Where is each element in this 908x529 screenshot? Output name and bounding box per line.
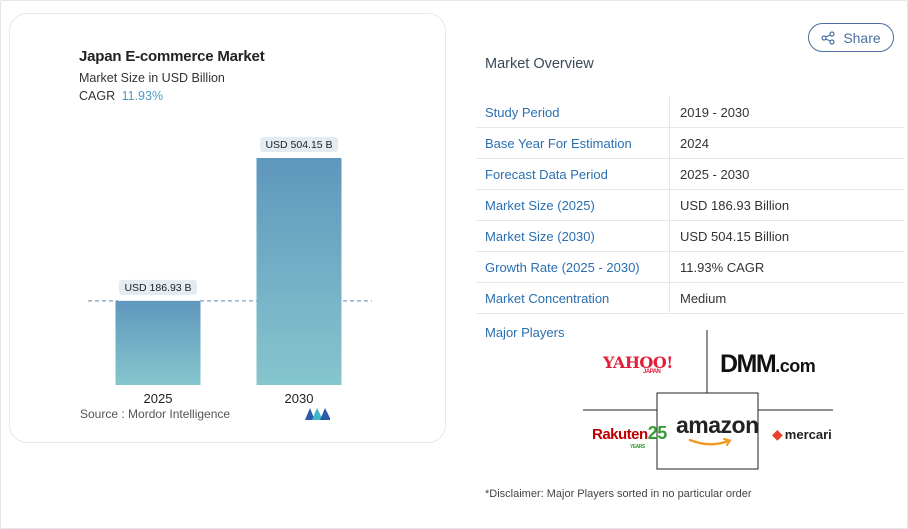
row-label-market-concentration: Market Concentration — [485, 290, 610, 306]
table-row: Base Year For Estimation 2024 — [476, 128, 904, 159]
row-label-market-size-2025: Market Size (2025) — [485, 197, 595, 213]
yahoo-logo-sub: JAPAN — [643, 369, 661, 375]
row-value-market-concentration: Medium — [669, 283, 904, 313]
row-value-market-size-2025: USD 186.93 Billion — [669, 190, 904, 220]
chart-subtitle: Market Size in USD Billion — [79, 71, 225, 85]
row-label-growth-rate: Growth Rate (2025 - 2030) — [485, 259, 640, 275]
table-row: Growth Rate (2025 - 2030) 11.93% CAGR — [476, 252, 904, 283]
table-row: Market Size (2025) USD 186.93 Billion — [476, 190, 904, 221]
mercari-logo-text: mercari — [784, 427, 832, 442]
cagr-value: 11.93% — [121, 89, 164, 103]
table-row: Market Size (2030) USD 504.15 Billion — [476, 221, 904, 252]
chart-source: Source : Mordor Intelligence — [80, 407, 231, 421]
row-value-study-period: 2019 - 2030 — [669, 97, 904, 127]
dmm-logo: DMM.com — [720, 350, 816, 379]
share-button[interactable]: Share — [808, 23, 894, 52]
row-value-growth-rate: 11.93% CAGR — [669, 252, 904, 282]
disclaimer: *Disclaimer: Major Players sorted in no … — [485, 488, 752, 500]
table-row: Study Period 2019 - 2030 — [476, 97, 904, 128]
table-row: Market Concentration Medium — [476, 283, 904, 314]
mercari-icon: ◆ — [772, 426, 783, 442]
row-value-base-year: 2024 — [669, 128, 904, 158]
x-tick-label: 2025 — [144, 391, 173, 406]
chart-card — [9, 13, 446, 443]
cagr-label: CAGR — [79, 89, 116, 103]
share-label: Share — [843, 29, 881, 46]
data-label-bg — [260, 137, 338, 152]
dmm-logo-text: DMM — [720, 350, 777, 378]
row-value-forecast-period: 2025 - 2030 — [669, 159, 904, 189]
mercari-logo: ◆ mercari — [772, 426, 832, 443]
row-label-market-size-2030: Market Size (2030) — [485, 228, 595, 244]
data-label: USD 186.93 B — [124, 282, 191, 294]
amazon-logo: amazon — [676, 412, 759, 446]
data-label-bg — [119, 279, 197, 295]
market-overview-heading: Market Overview — [485, 56, 594, 72]
rakuten-logo-num: 25 — [647, 423, 668, 443]
amazon-smile-icon — [688, 438, 732, 446]
mordor-intelligence-logo-icon — [305, 408, 330, 420]
dmm-logo-suffix: .com — [775, 356, 816, 376]
row-label-study-period: Study Period — [485, 104, 560, 120]
chart-cagr: CAGR 11.93% — [79, 89, 163, 103]
bar-2025 — [115, 300, 201, 385]
major-players-heading: Major Players — [485, 325, 565, 340]
rakuten-logo-text: Rakuten — [592, 426, 648, 443]
yahoo-japan-logo: YAHOO! JAPAN — [603, 353, 673, 375]
x-tick-label: 2030 — [285, 391, 314, 406]
row-label-base-year: Base Year For Estimation — [485, 135, 632, 151]
table-row: Forecast Data Period 2025 - 2030 — [476, 159, 904, 190]
overview-table: Study Period 2019 - 2030 Base Year For E… — [476, 97, 904, 314]
yahoo-logo-text: YAHOO! — [603, 353, 673, 372]
rakuten-logo-sub: YEARS — [630, 444, 645, 450]
row-value-market-size-2030: USD 504.15 Billion — [669, 221, 904, 251]
bar-2030 — [256, 158, 342, 385]
data-label: USD 504.15 B — [265, 139, 332, 151]
share-icon — [821, 30, 835, 45]
bar-chart: USD 186.93 B 2025 USD 504.15 B 2030 — [88, 137, 372, 406]
row-label-forecast-period: Forecast Data Period — [485, 166, 608, 182]
amazon-logo-text: amazon — [676, 412, 759, 438]
rakuten-logo: Rakuten25 YEARS — [592, 423, 668, 450]
chart-title: Japan E-commerce Market — [79, 48, 265, 65]
